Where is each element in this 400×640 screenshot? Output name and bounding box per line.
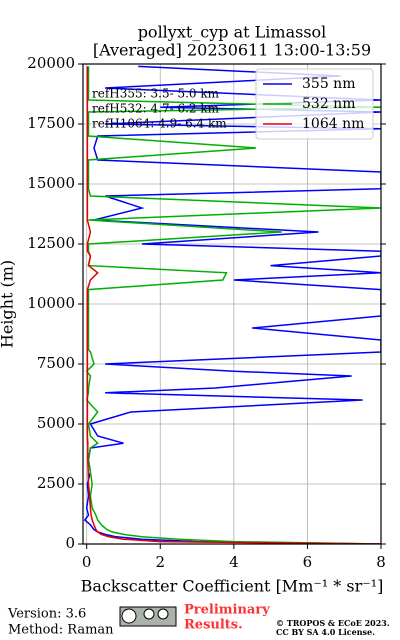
copyright: CC BY SA 4.0 License. bbox=[276, 627, 375, 637]
legend-label: 1064 nm bbox=[302, 116, 364, 132]
profile-line bbox=[86, 66, 381, 544]
annotation: refH355: 3.5- 5.0 km bbox=[92, 87, 220, 101]
profile-line bbox=[83, 65, 381, 544]
y-tick-label: 15000 bbox=[27, 174, 75, 192]
annotation: refH532: 4.7- 6.2 km bbox=[92, 102, 220, 116]
x-axis-label: Backscatter Coefficient [Mm⁻¹ * sr⁻¹] bbox=[81, 577, 384, 596]
y-axis-label: Height (m) bbox=[0, 260, 17, 348]
copyright: © TROPOS & ECoE 2023. bbox=[276, 618, 390, 628]
version: Version: 3.6 bbox=[7, 607, 86, 622]
method: Method: Raman bbox=[8, 623, 114, 638]
plot-frame bbox=[82, 63, 382, 545]
y-tick-label: 10000 bbox=[27, 294, 75, 312]
status: Preliminary bbox=[184, 603, 270, 618]
x-tick-label: 6 bbox=[303, 553, 313, 571]
y-tick-label: 12500 bbox=[27, 234, 75, 252]
chart-title: [Averaged] 20230611 13:00-13:59 bbox=[93, 41, 371, 60]
y-tick-label: 17500 bbox=[27, 114, 75, 132]
status: Results. bbox=[184, 618, 243, 633]
x-tick-label: 8 bbox=[376, 553, 386, 571]
annotation: refH1064: 4.9- 6.4 km bbox=[92, 117, 227, 131]
chart-title: pollyxt_cyp at Limassol bbox=[138, 23, 327, 42]
profile-line bbox=[85, 66, 381, 544]
cc-logo bbox=[119, 606, 177, 627]
plot-area bbox=[83, 65, 381, 544]
y-tick-label: 7500 bbox=[37, 354, 75, 372]
y-tick-label: 20000 bbox=[27, 54, 75, 72]
y-tick-label: 0 bbox=[65, 534, 75, 552]
x-tick-label: 0 bbox=[82, 553, 92, 571]
legend-box bbox=[255, 68, 374, 140]
x-tick-label: 4 bbox=[229, 553, 239, 571]
x-tick-label: 2 bbox=[155, 553, 165, 571]
legend-label: 532 nm bbox=[302, 96, 355, 112]
y-tick-label: 2500 bbox=[37, 474, 75, 492]
y-tick-label: 5000 bbox=[37, 414, 75, 432]
legend-label: 355 nm bbox=[302, 76, 355, 92]
